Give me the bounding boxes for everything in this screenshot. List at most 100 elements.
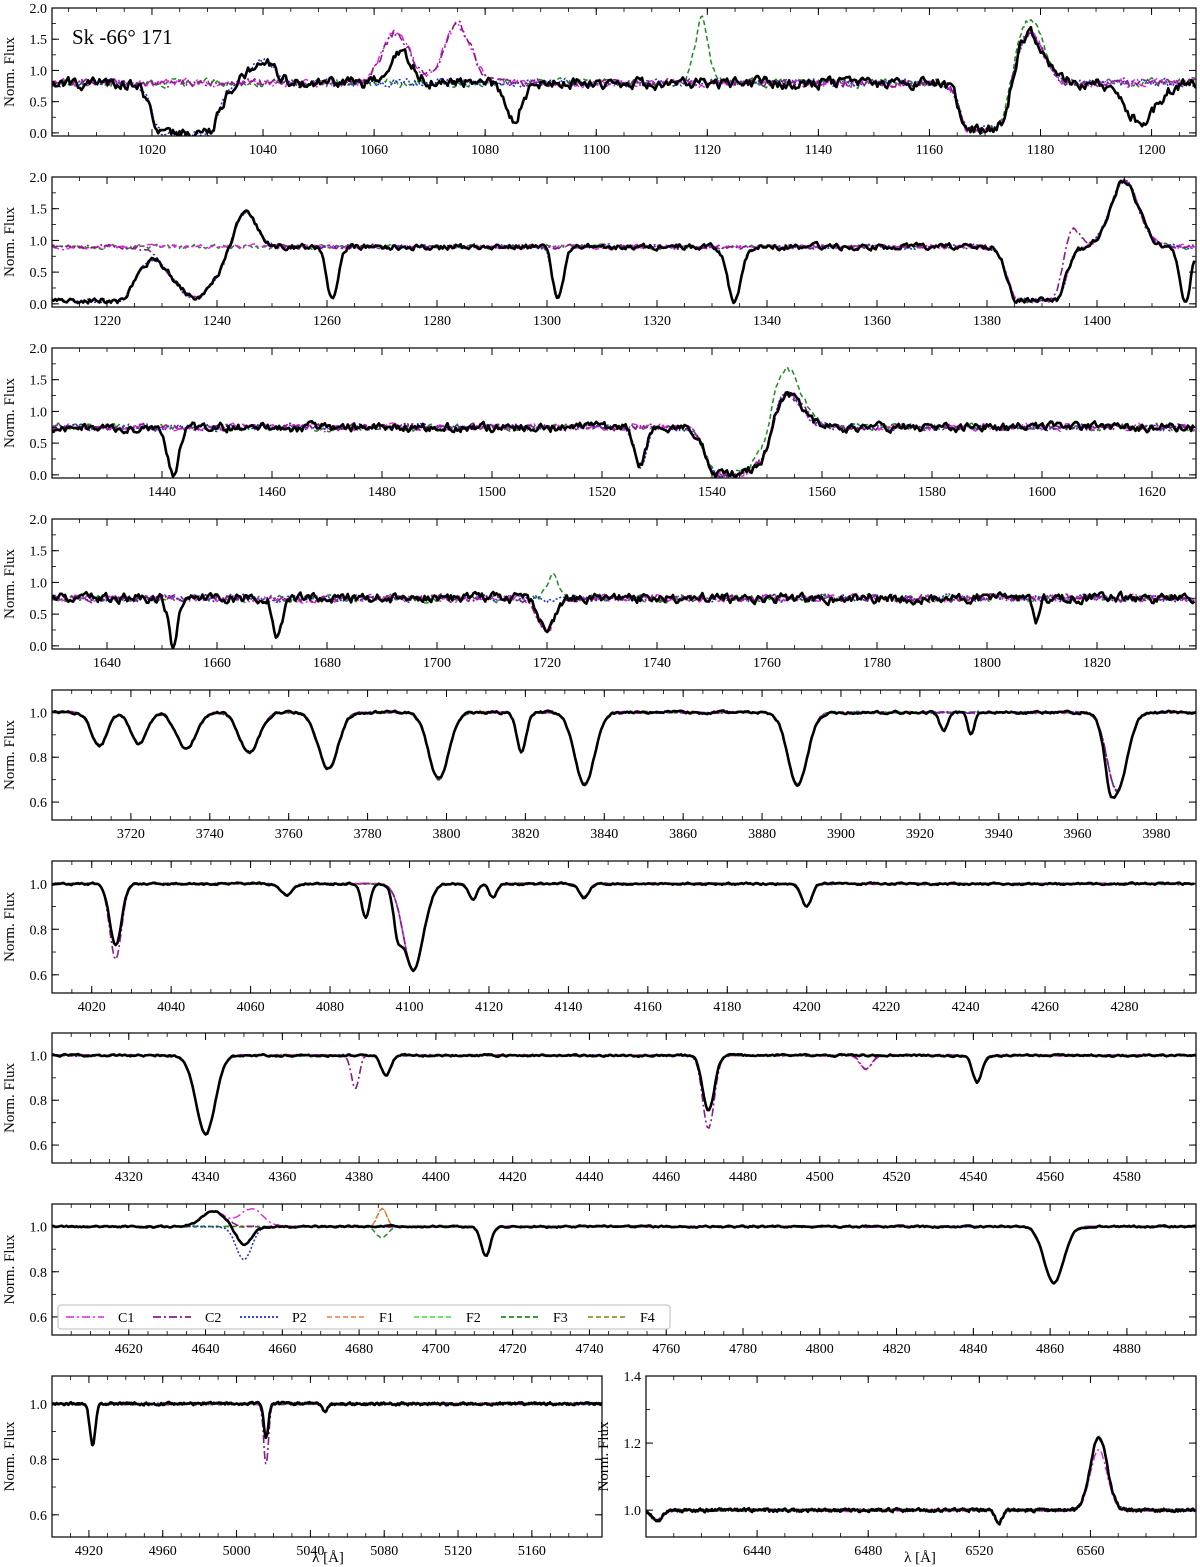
y-axis-label: Norm. Flux (2, 207, 18, 278)
x-tick-label: 1820 (1083, 656, 1111, 671)
x-tick-label: 3920 (906, 827, 934, 842)
y-tick-label: 1.5 (30, 203, 48, 218)
legend-label-f4: F4 (640, 1311, 655, 1326)
x-tick-label: 3880 (748, 827, 776, 842)
series-f1-line (52, 882, 1195, 971)
y-tick-label: 1.5 (30, 545, 48, 560)
x-tick-label: 3780 (354, 827, 382, 842)
series-f4-line (52, 1207, 1196, 1285)
x-tick-label: 1520 (588, 485, 616, 500)
y-tick-label: 0.8 (30, 1266, 48, 1281)
spectrum-panel-6: 4020 4040 4060 4080 4100 4120 4140 4160 4180 4200… (2, 860, 1197, 1015)
x-tick-label: 4660 (268, 1342, 296, 1357)
x-tick-label: 3860 (669, 827, 697, 842)
panel-frame (51, 1032, 1197, 1164)
x-tick-label: 4460 (652, 1170, 680, 1185)
y-tick-label: 0.0 (30, 469, 48, 484)
x-tick-label: 4500 (806, 1170, 834, 1185)
x-tick-label: 1160 (916, 143, 943, 158)
y-tick-label: 1.4 (624, 1370, 642, 1385)
x-tick-label: 4040 (157, 1000, 185, 1015)
x-tick-label: 1300 (533, 314, 561, 329)
series-f3-line (52, 882, 1195, 971)
x-tick-label: 1220 (93, 314, 121, 329)
legend-label-c2: C2 (205, 1311, 221, 1326)
x-tick-label: 4200 (793, 1000, 821, 1015)
series-f3-line (52, 710, 1196, 793)
x-tick-label: 5040 (296, 1544, 324, 1559)
series-f2-line (52, 1225, 1196, 1284)
x-tick-label: 5000 (223, 1544, 251, 1559)
x-tick-label: 1140 (805, 143, 832, 158)
x-tick-label: 1400 (1083, 314, 1111, 329)
y-tick-label: 0.6 (30, 1139, 48, 1154)
x-tick-label: 6440 (743, 1544, 771, 1559)
x-tick-label: 1380 (973, 314, 1001, 329)
x-tick-label: 4060 (237, 1000, 265, 1015)
y-tick-label: 2.0 (30, 171, 48, 186)
y-tick-label: 0.0 (30, 640, 48, 655)
panel-frame (645, 1375, 1197, 1538)
y-tick-label: 2.0 (30, 2, 48, 17)
y-tick-label: 1.0 (30, 1221, 48, 1236)
x-tick-label: 1800 (973, 656, 1001, 671)
series-f2-line (52, 882, 1195, 971)
x-tick-label: 4220 (872, 1000, 900, 1015)
y-tick-label: 1.0 (30, 706, 48, 721)
x-tick-label: 1240 (203, 314, 231, 329)
x-tick-label: 4120 (475, 1000, 503, 1015)
series-group (52, 1052, 1196, 1136)
y-axis-label: Norm. Flux (2, 892, 18, 963)
x-tick-label: 4180 (713, 1000, 741, 1015)
legend-label-c1: C1 (118, 1311, 134, 1326)
x-tick-label: 4360 (268, 1170, 296, 1185)
series-p2-line (52, 882, 1195, 972)
x-tick-label: 4540 (959, 1170, 987, 1185)
series-f3-line (52, 15, 1196, 134)
y-tick-label: 1.0 (624, 1504, 642, 1519)
y-tick-label: 0.8 (30, 1094, 48, 1109)
x-tick-label: 4720 (499, 1342, 527, 1357)
x-tick-label: 1040 (249, 143, 277, 158)
series-obs-line (52, 25, 1196, 136)
x-tick-label: 4160 (634, 1000, 662, 1015)
series-p2-line (52, 391, 1195, 478)
y-tick-label: 0.5 (30, 608, 48, 623)
x-tick-label: 6520 (965, 1544, 993, 1559)
y-tick-label: 0.6 (30, 796, 48, 811)
series-group (52, 1400, 602, 1465)
series-c2-line (52, 391, 1195, 478)
x-tick-label: 1440 (148, 485, 176, 500)
series-c2-line (52, 710, 1196, 792)
x-tick-label: 4620 (115, 1342, 143, 1357)
x-tick-label: 1540 (698, 485, 726, 500)
panel-frame (51, 518, 1197, 650)
x-tick-label: 4800 (806, 1342, 834, 1357)
y-tick-label: 0.8 (30, 751, 48, 766)
x-tick-label: 1340 (753, 314, 781, 329)
series-group (52, 572, 1196, 649)
series-obs-line (52, 1210, 1196, 1285)
panel-frame (51, 689, 1197, 821)
y-tick-label: 1.0 (30, 576, 48, 591)
series-c1-line (646, 1449, 1196, 1525)
series-group (52, 15, 1196, 136)
x-tick-label: 4960 (149, 1544, 177, 1559)
x-tick-label: 4820 (883, 1342, 911, 1357)
x-tick-label: 1180 (1027, 143, 1054, 158)
y-axis-label: Norm. Flux (2, 1063, 18, 1134)
x-tick-label: 1260 (313, 314, 341, 329)
series-obs-line (52, 590, 1196, 649)
x-tick-label: 3980 (1143, 827, 1171, 842)
series-f3-line (52, 1224, 1196, 1285)
y-axis-label: Norm. Flux (2, 720, 18, 791)
x-tick-label: 3960 (1064, 827, 1092, 842)
series-f4-line (52, 710, 1196, 792)
x-axis-label-left: λ [Å] (312, 1550, 344, 1566)
y-tick-label: 2.0 (30, 342, 48, 357)
x-tick-label: 4320 (115, 1170, 143, 1185)
x-tick-label: 1500 (478, 485, 506, 500)
x-tick-label: 3820 (511, 827, 539, 842)
x-tick-label: 4780 (729, 1342, 757, 1357)
